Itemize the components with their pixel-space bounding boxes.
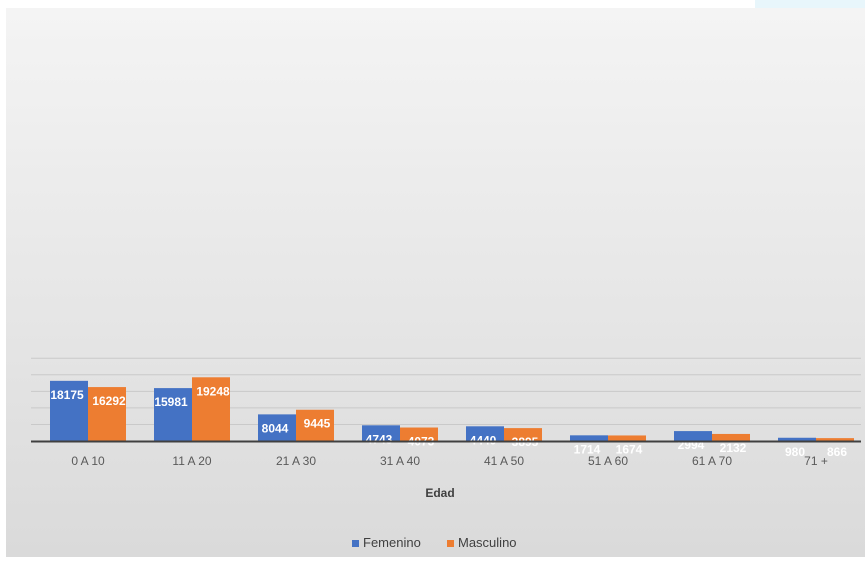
bars bbox=[50, 377, 854, 441]
chart-area: 18175 16292 15981 19248 8044 9445 4743 4073 4440… bbox=[6, 8, 865, 557]
x-tick-label: 41 A 50 bbox=[484, 454, 524, 468]
data-label-femenino: 15981 bbox=[154, 395, 188, 409]
bar-femenino[interactable] bbox=[154, 388, 192, 441]
data-label-masculino: 19248 bbox=[196, 384, 230, 398]
legend-swatch-masculino bbox=[447, 540, 454, 547]
bar-masculino[interactable] bbox=[296, 409, 334, 441]
bar-femenino[interactable] bbox=[50, 380, 88, 441]
bar-femenino[interactable] bbox=[258, 414, 296, 441]
data-label-masculino: 9445 bbox=[304, 417, 331, 431]
bar-masculino[interactable] bbox=[504, 428, 542, 441]
x-tick-label: 61 A 70 bbox=[692, 454, 732, 468]
legend-label-femenino: Femenino bbox=[363, 535, 421, 550]
top-strip bbox=[0, 0, 865, 8]
data-label-femenino: 2994 bbox=[678, 438, 705, 452]
x-tick-labels: 0 A 10 11 A 20 21 A 30 31 A 40 41 A 50 51 A 6… bbox=[71, 454, 828, 468]
bar-masculino[interactable] bbox=[192, 377, 230, 441]
bar-masculino[interactable] bbox=[400, 427, 438, 441]
data-label-femenino: 8044 bbox=[262, 421, 289, 435]
bar-femenino[interactable] bbox=[466, 426, 504, 441]
data-label-femenino: 18175 bbox=[50, 388, 84, 402]
x-tick-label: 71 + bbox=[804, 454, 828, 468]
bar-masculino[interactable] bbox=[88, 387, 126, 441]
bar-masculino[interactable] bbox=[608, 435, 646, 441]
x-axis-title: Edad bbox=[425, 486, 454, 500]
data-label-femenino: 980 bbox=[785, 445, 805, 459]
x-tick-label: 51 A 60 bbox=[588, 454, 628, 468]
bar-femenino[interactable] bbox=[778, 437, 816, 441]
data-label-femenino: 4743 bbox=[366, 432, 393, 446]
bar-masculino[interactable] bbox=[816, 438, 854, 441]
x-tick-label: 11 A 20 bbox=[172, 454, 211, 468]
x-tick-label: 0 A 10 bbox=[71, 454, 105, 468]
x-tick-label: 21 A 30 bbox=[276, 454, 316, 468]
bar-femenino[interactable] bbox=[362, 425, 400, 441]
data-label-masculino: 1674 bbox=[616, 442, 643, 456]
data-label-masculino: 866 bbox=[827, 445, 847, 459]
bar-femenino[interactable] bbox=[674, 431, 712, 441]
bar-masculino[interactable] bbox=[712, 433, 750, 441]
bar-femenino[interactable] bbox=[570, 435, 608, 441]
x-tick-label: 31 A 40 bbox=[380, 454, 420, 468]
data-label-femenino: 4440 bbox=[470, 433, 497, 447]
data-label-femenino: 1714 bbox=[574, 442, 601, 456]
legend-label-masculino: Masculino bbox=[458, 535, 517, 550]
data-label-masculino: 2132 bbox=[720, 441, 747, 455]
data-label-masculino: 16292 bbox=[92, 394, 126, 408]
legend[interactable]: Femenino Masculino bbox=[352, 535, 517, 550]
top-accent bbox=[755, 0, 865, 8]
legend-swatch-femenino bbox=[352, 540, 359, 547]
